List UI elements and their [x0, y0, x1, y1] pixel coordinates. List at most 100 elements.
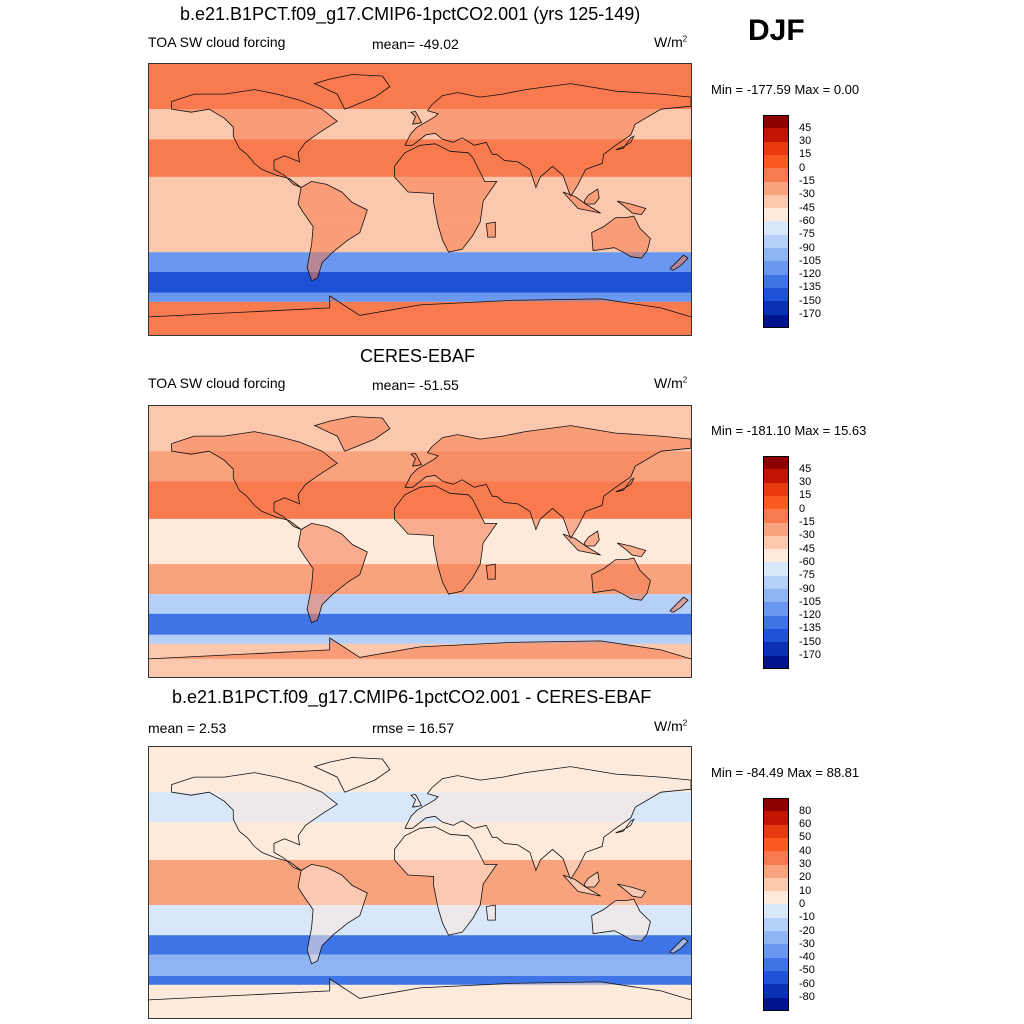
- coastline: [562, 874, 601, 897]
- colorbar-level-label: -15: [799, 516, 815, 528]
- panel2-field-label: TOA SW cloud forcing: [148, 375, 286, 391]
- latitude-band: [149, 634, 691, 644]
- colorbar-level-label: -170: [799, 308, 822, 320]
- colorbar-swatch: [763, 824, 789, 839]
- colorbar-swatch: [763, 864, 789, 879]
- coastline: [410, 110, 423, 125]
- coastline: [297, 863, 368, 965]
- colorbar-level-label: -45: [799, 542, 815, 555]
- coastline: [669, 596, 689, 613]
- colorbar-swatch: [763, 181, 789, 196]
- panel1-title: b.e21.B1PCT.f09_g17.CMIP6-1pctCO2.001 (y…: [180, 4, 641, 24]
- coastline: [562, 191, 601, 214]
- colorbar-swatch: [763, 168, 789, 183]
- season-label: DJF: [748, 14, 805, 47]
- coastline: [404, 766, 691, 881]
- coastline: [394, 143, 498, 253]
- colorbar-level-label: -135: [799, 622, 822, 635]
- colorbar-level-label: 15: [799, 489, 812, 502]
- coastline: [149, 637, 691, 660]
- latitude-band: [149, 954, 691, 976]
- coastline: [171, 89, 338, 188]
- colorbar-swatch: [763, 274, 789, 289]
- panel3-title: b.e21.B1PCT.f09_g17.CMIP6-1pctCO2.001 - …: [172, 687, 652, 707]
- colorbar-swatch: [763, 655, 789, 670]
- colorbar-swatch: [763, 456, 789, 470]
- field-contours: [149, 64, 691, 335]
- colorbar-level-label: 30: [799, 476, 812, 489]
- colorbar-level-label: 45: [799, 121, 812, 134]
- panel1-units: W/m2: [654, 34, 688, 50]
- colorbar-swatch: [763, 261, 789, 276]
- coastline: [394, 826, 498, 936]
- coastline: [313, 416, 391, 452]
- colorbar-level-label: -10: [799, 911, 815, 924]
- colorbar-level-label: 30: [799, 135, 812, 148]
- colorbar-level-label: 0: [799, 161, 806, 174]
- coastline: [485, 563, 496, 580]
- colorbar-level-label: -30: [799, 529, 815, 542]
- colorbar-swatch: [763, 535, 789, 550]
- coastline: [583, 530, 600, 547]
- coastline: [404, 83, 691, 198]
- colorbar-swatch: [763, 628, 789, 643]
- colorbar-swatch: [763, 154, 789, 169]
- colorbar-level-label: -50: [799, 964, 815, 977]
- colorbar-level-label: -60: [799, 214, 815, 227]
- coastline: [591, 898, 651, 942]
- colorbar-level-label: -90: [799, 241, 815, 254]
- colorbar-swatch: [763, 314, 789, 329]
- coastline: [149, 978, 691, 1001]
- panel2-mean: mean= -51.55: [372, 377, 459, 393]
- colorbar-level-label: 0: [799, 502, 806, 515]
- colorbar-level-label: -120: [799, 609, 822, 622]
- panel2-map: [148, 405, 692, 678]
- colorbar-swatch: [763, 931, 789, 945]
- colorbar-level-label: -75: [799, 569, 815, 582]
- colorbar-level-label: -15: [799, 175, 815, 187]
- colorbar-swatch: [763, 851, 789, 866]
- colorbar-level-label: 10: [799, 884, 812, 897]
- colorbar-level-label: -20: [799, 924, 815, 937]
- colorbar-swatch: [763, 194, 789, 209]
- colorbar-swatch: [763, 642, 789, 657]
- colorbar-level-label: 40: [799, 844, 812, 857]
- colorbar-level-label: -45: [799, 201, 815, 214]
- coastline: [615, 135, 635, 151]
- colorbar-swatch: [763, 115, 789, 129]
- colorbar-level-label: -80: [799, 991, 815, 1003]
- field-contours: [149, 406, 691, 677]
- panel2-title: CERES-EBAF: [360, 346, 476, 366]
- colorbar-swatch: [763, 602, 789, 617]
- colorbar-level-label: -90: [799, 582, 815, 595]
- colorbar-level-label: 60: [799, 818, 812, 831]
- coastline: [171, 772, 338, 871]
- latitude-band: [149, 594, 691, 614]
- latitude-band: [149, 252, 691, 272]
- colorbar-swatch: [763, 917, 789, 932]
- colorbar-swatch: [763, 904, 789, 919]
- coastline: [616, 883, 647, 899]
- colorbar-level-label: -170: [799, 649, 822, 661]
- coastline: [313, 74, 391, 110]
- colorbar-swatch: [763, 301, 789, 316]
- coastline: [583, 188, 600, 205]
- coastline: [149, 295, 691, 318]
- colorbar-swatch: [763, 141, 789, 156]
- coastline: [410, 452, 423, 467]
- coastline: [669, 937, 689, 954]
- coastline: [669, 254, 689, 271]
- colorbar-swatch: [763, 495, 789, 510]
- colorbar-swatch: [763, 957, 789, 972]
- colorbar-level-label: 80: [799, 804, 812, 817]
- panel2-minmax: Min = -181.10 Max = 15.63: [711, 423, 867, 438]
- colorbar-swatch: [763, 522, 789, 537]
- colorbar-swatch: [763, 509, 789, 524]
- colorbar-level-label: -105: [799, 254, 822, 267]
- colorbar-level-label: -30: [799, 937, 815, 950]
- colorbar-swatch: [763, 234, 789, 249]
- coastline: [616, 200, 647, 216]
- panel1-map: [148, 63, 692, 336]
- panel1-minmax: Min = -177.59 Max = 0.00: [711, 82, 860, 97]
- coastline: [615, 477, 635, 493]
